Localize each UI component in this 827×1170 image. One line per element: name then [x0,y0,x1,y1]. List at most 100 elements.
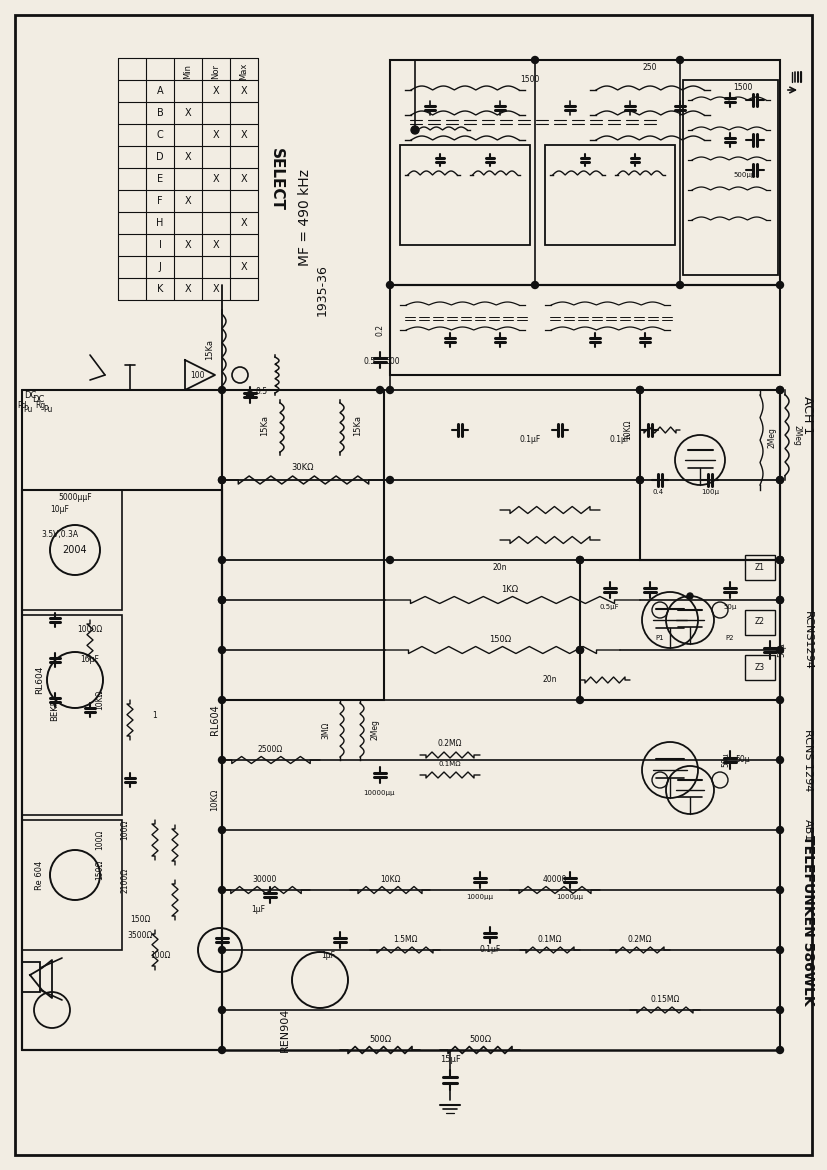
Text: H: H [156,218,164,228]
Text: 0.5μF: 0.5μF [600,604,619,610]
Text: 1500: 1500 [734,83,753,92]
Text: DC: DC [31,395,44,405]
Text: 10KΩ: 10KΩ [380,874,400,883]
Text: 100Ω: 100Ω [95,830,104,851]
Text: 0.1μF: 0.1μF [480,945,500,955]
Text: 2500Ω: 2500Ω [257,744,283,753]
Text: 0.2: 0.2 [375,324,385,336]
Text: 16μF: 16μF [80,655,99,665]
Circle shape [637,476,643,483]
Text: Min: Min [184,63,193,78]
Text: 1935-36: 1935-36 [315,264,328,316]
Text: 2Meg: 2Meg [792,425,801,446]
Text: 0.2MΩ: 0.2MΩ [628,936,653,944]
Text: Re 604: Re 604 [36,860,45,889]
Circle shape [576,557,584,564]
Text: 15Ka: 15Ka [261,414,270,435]
Text: DC: DC [24,391,36,399]
Circle shape [376,386,384,393]
Text: 3MΩ: 3MΩ [322,722,331,738]
Text: Pu: Pu [23,406,33,414]
Text: 150Ω: 150Ω [489,635,511,645]
Text: 0.5: 0.5 [364,358,376,366]
Text: 30000: 30000 [253,874,277,883]
Circle shape [676,282,683,289]
Circle shape [218,887,226,894]
Text: X: X [241,262,247,271]
Text: 2100Ω: 2100Ω [121,867,130,893]
Text: X: X [213,284,219,294]
Text: 15Ka: 15Ka [353,414,362,435]
Text: RL604: RL604 [36,666,45,694]
Bar [22,490,122,610]
Text: 500Ω: 500Ω [369,1035,391,1045]
Text: SELECT: SELECT [269,147,284,211]
Text: RCNS1294: RCNS1294 [803,611,813,669]
Text: 150Ω: 150Ω [95,860,104,880]
Text: AB1: AB1 [803,819,813,841]
Text: 10KΩ: 10KΩ [95,690,104,710]
Bar [580,560,780,700]
Circle shape [777,386,783,393]
Text: X: X [241,174,247,184]
Bar [745,555,775,580]
Circle shape [777,947,783,954]
Text: TELEFUNKEN 586WLK: TELEFUNKEN 586WLK [801,834,815,1005]
Circle shape [777,1046,783,1053]
Text: 100: 100 [189,371,204,379]
Bar [745,610,775,635]
Text: 1μF: 1μF [251,904,265,914]
Bar [745,655,775,680]
Text: E: E [157,174,163,184]
Text: 0.1MΩ: 0.1MΩ [538,936,562,944]
Circle shape [411,126,419,135]
Text: 1000μμ: 1000μμ [466,894,494,900]
Circle shape [386,476,394,483]
Circle shape [218,476,226,483]
Circle shape [576,647,584,654]
Text: 5000μμF: 5000μμF [58,493,92,502]
Text: 1000μμ: 1000μμ [557,894,584,900]
Circle shape [777,282,783,289]
Text: I: I [159,240,161,250]
Text: 500Ω: 500Ω [469,1035,491,1045]
Text: 40000: 40000 [543,874,567,883]
Circle shape [777,476,783,483]
Circle shape [576,647,584,654]
Text: 2004: 2004 [63,545,88,555]
Text: 30KΩ: 30KΩ [292,463,314,473]
Circle shape [777,647,783,654]
Circle shape [386,282,394,289]
Circle shape [777,757,783,764]
Bar [545,145,675,245]
Circle shape [637,476,643,483]
Circle shape [777,887,783,894]
Text: X: X [241,218,247,228]
Text: 100Ω: 100Ω [150,950,170,959]
Text: BEKR: BEKR [50,698,60,721]
Circle shape [777,597,783,604]
Text: 150Ω: 150Ω [130,915,151,924]
Text: 50μ: 50μ [721,752,730,768]
Circle shape [576,557,584,564]
Circle shape [218,1006,226,1013]
Circle shape [777,557,783,564]
Text: 0.15MΩ: 0.15MΩ [650,996,680,1005]
Circle shape [777,597,783,604]
Circle shape [637,386,643,393]
Circle shape [576,696,584,703]
Circle shape [532,56,538,63]
Text: X: X [213,87,219,96]
Text: 100Ω: 100Ω [121,820,130,840]
Text: 100μ: 100μ [701,489,719,495]
Text: Pd: Pd [17,400,26,410]
Text: Rg: Rg [35,400,45,410]
Text: B: B [156,108,164,118]
Text: ACH 1: ACH 1 [801,395,815,434]
Text: D: D [156,152,164,161]
Circle shape [386,557,394,564]
Circle shape [218,557,226,564]
Circle shape [687,593,693,599]
Text: 20n: 20n [543,675,557,684]
Text: 1.5MΩ: 1.5MΩ [393,936,418,944]
